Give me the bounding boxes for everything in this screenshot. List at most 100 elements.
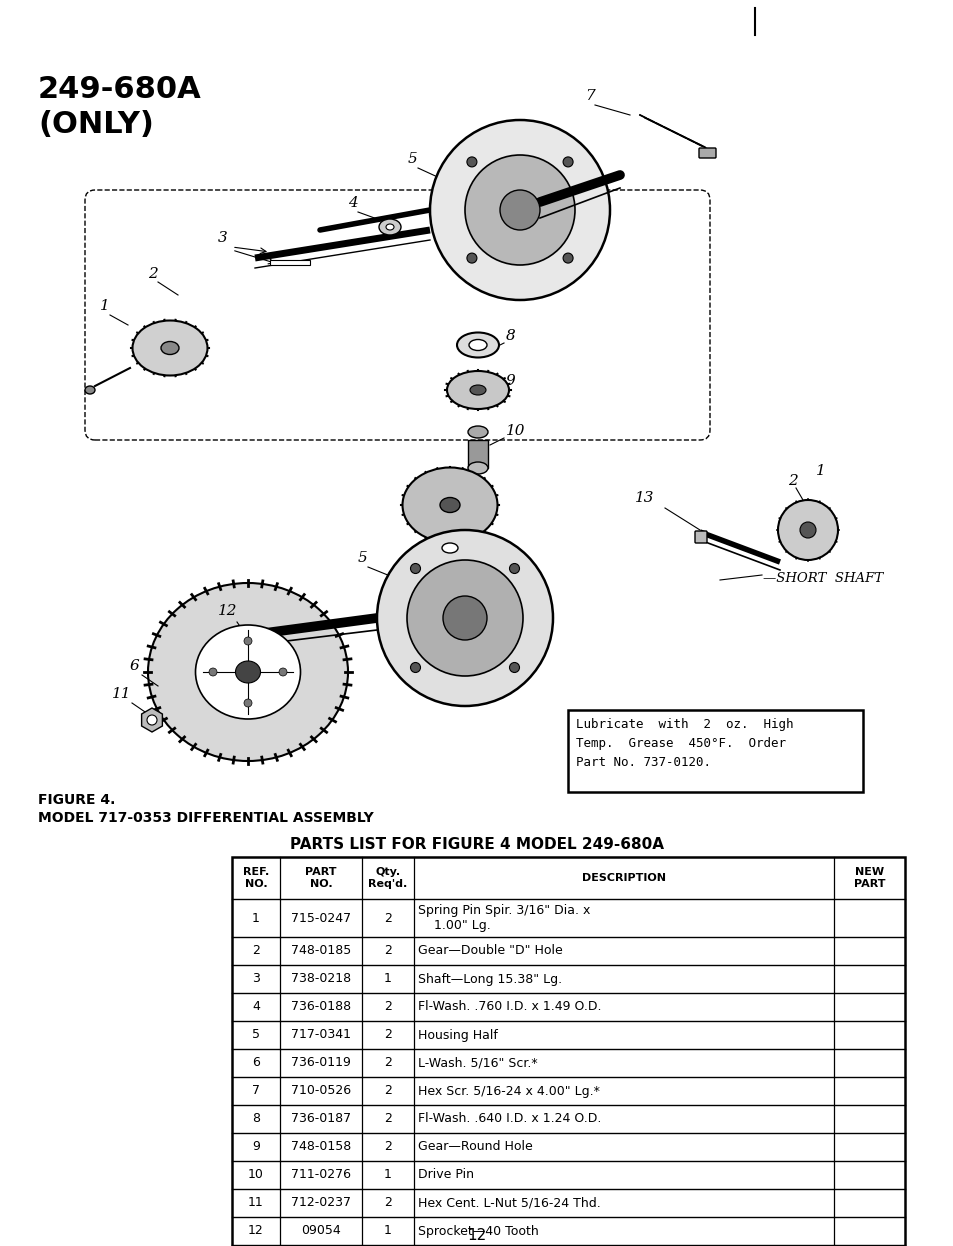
Text: 4: 4 [348, 196, 357, 211]
Ellipse shape [430, 536, 470, 559]
Ellipse shape [161, 341, 179, 355]
Circle shape [376, 530, 553, 706]
Text: Hex Cent. L-Nut 5/16-24 Thd.: Hex Cent. L-Nut 5/16-24 Thd. [417, 1196, 600, 1210]
Text: 2: 2 [384, 1028, 392, 1042]
Text: 1: 1 [252, 912, 259, 925]
Text: Sprocket—40 Tooth: Sprocket—40 Tooth [417, 1225, 538, 1237]
Text: 2: 2 [384, 1001, 392, 1013]
Circle shape [278, 668, 287, 677]
Circle shape [410, 663, 420, 673]
Text: 8: 8 [252, 1113, 260, 1125]
Text: 736-0119: 736-0119 [291, 1057, 351, 1069]
Text: 2: 2 [384, 944, 392, 957]
Text: 5: 5 [408, 152, 417, 166]
Text: 736-0187: 736-0187 [291, 1113, 351, 1125]
Circle shape [778, 500, 837, 559]
Circle shape [430, 120, 609, 300]
Text: 6: 6 [130, 659, 139, 673]
Text: DESCRIPTION: DESCRIPTION [581, 873, 665, 883]
Circle shape [509, 563, 519, 573]
Circle shape [800, 522, 815, 538]
Text: 712-0237: 712-0237 [291, 1196, 351, 1210]
Text: PARTS LIST FOR FIGURE 4 MODEL 249-680A: PARTS LIST FOR FIGURE 4 MODEL 249-680A [290, 837, 663, 852]
Text: 711-0276: 711-0276 [291, 1169, 351, 1181]
Circle shape [209, 668, 216, 677]
Text: (ONLY): (ONLY) [38, 110, 153, 140]
Text: 715-0247: 715-0247 [291, 912, 351, 925]
Circle shape [244, 637, 252, 645]
Text: Gear—Round Hole: Gear—Round Hole [417, 1140, 532, 1154]
Text: 9: 9 [252, 1140, 259, 1154]
Text: Shaft—Long 15.38" Lg.: Shaft—Long 15.38" Lg. [417, 972, 561, 986]
Text: 2: 2 [787, 473, 797, 488]
Ellipse shape [469, 339, 486, 350]
Bar [270, 260, 310, 265]
Text: —SHORT  SHAFT: —SHORT SHAFT [762, 572, 882, 584]
Text: Drive Pin: Drive Pin [417, 1169, 474, 1181]
Text: 12: 12 [218, 604, 237, 618]
Text: Gear—Double "D" Hole: Gear—Double "D" Hole [417, 944, 562, 957]
Text: 5: 5 [252, 1028, 260, 1042]
Ellipse shape [439, 497, 459, 512]
Text: 748-0158: 748-0158 [291, 1140, 351, 1154]
Ellipse shape [195, 625, 300, 719]
Text: REF.
NO.: REF. NO. [243, 867, 269, 888]
Text: 748-0185: 748-0185 [291, 944, 351, 957]
Ellipse shape [378, 219, 400, 235]
Text: 249-680A: 249-680A [38, 75, 201, 103]
Text: 1: 1 [384, 1225, 392, 1237]
Circle shape [147, 715, 157, 725]
Ellipse shape [386, 224, 394, 231]
Text: 2: 2 [384, 1057, 392, 1069]
Circle shape [464, 155, 575, 265]
Text: Fl-Wash. .760 I.D. x 1.49 O.D.: Fl-Wash. .760 I.D. x 1.49 O.D. [417, 1001, 601, 1013]
Text: 12: 12 [248, 1225, 264, 1237]
Text: L-Wash. 5/16" Scr.*: L-Wash. 5/16" Scr.* [417, 1057, 537, 1069]
Text: 2: 2 [252, 944, 259, 957]
Ellipse shape [85, 386, 95, 394]
Text: 7: 7 [252, 1084, 260, 1098]
Text: 12: 12 [467, 1229, 486, 1244]
Text: 5: 5 [357, 551, 367, 564]
Bar [567, 710, 862, 792]
Ellipse shape [456, 333, 498, 358]
Text: 1: 1 [100, 299, 110, 313]
Text: 3: 3 [252, 972, 259, 986]
Circle shape [562, 157, 573, 167]
Text: 2: 2 [384, 1084, 392, 1098]
Text: 2: 2 [384, 1196, 392, 1210]
FancyBboxPatch shape [695, 531, 706, 543]
Text: MODEL 717-0353 DIFFERENTIAL ASSEMBLY: MODEL 717-0353 DIFFERENTIAL ASSEMBLY [38, 811, 374, 825]
Circle shape [244, 699, 252, 706]
Text: 7: 7 [584, 88, 594, 103]
Text: Fl-Wash. .640 I.D. x 1.24 O.D.: Fl-Wash. .640 I.D. x 1.24 O.D. [417, 1113, 600, 1125]
Text: 10: 10 [505, 424, 525, 439]
Text: FIGURE 4.: FIGURE 4. [38, 792, 115, 807]
Text: Housing Half: Housing Half [417, 1028, 497, 1042]
Text: 4: 4 [408, 561, 417, 574]
Ellipse shape [447, 371, 509, 409]
Circle shape [410, 563, 420, 573]
Text: 09054: 09054 [301, 1225, 340, 1237]
Circle shape [466, 157, 476, 167]
Text: 11: 11 [112, 687, 132, 701]
Text: 738-0218: 738-0218 [291, 972, 351, 986]
Text: 9: 9 [479, 486, 489, 500]
Ellipse shape [470, 385, 485, 395]
Text: 6: 6 [252, 1057, 259, 1069]
Text: 1: 1 [815, 464, 825, 478]
Ellipse shape [402, 467, 497, 542]
Text: PART
NO.: PART NO. [305, 867, 336, 888]
Text: Hex Scr. 5/16-24 x 4.00" Lg.*: Hex Scr. 5/16-24 x 4.00" Lg.* [417, 1084, 599, 1098]
Text: 736-0188: 736-0188 [291, 1001, 351, 1013]
Text: 9: 9 [505, 374, 516, 388]
Text: 717-0341: 717-0341 [291, 1028, 351, 1042]
Circle shape [562, 253, 573, 263]
Text: Qty.
Req'd.: Qty. Req'd. [368, 867, 407, 888]
Text: 710-0526: 710-0526 [291, 1084, 351, 1098]
Circle shape [407, 559, 522, 677]
FancyBboxPatch shape [699, 148, 716, 158]
Text: 4: 4 [252, 1001, 259, 1013]
Text: 2: 2 [384, 1140, 392, 1154]
Text: 1: 1 [384, 1169, 392, 1181]
